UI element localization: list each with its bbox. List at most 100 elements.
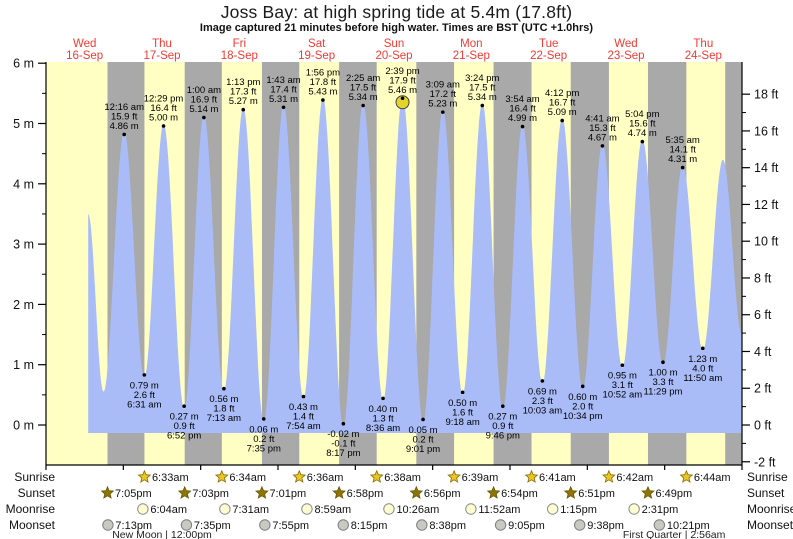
tide-low-m: -0.02 m	[327, 429, 359, 440]
y-axis-left-label: 5 m	[13, 117, 34, 131]
tide-high-time: 5:04 pm	[625, 109, 659, 120]
moonset-icon	[416, 519, 428, 531]
tide-point-dot	[661, 360, 665, 365]
y-axis-right-label: 18 ft	[754, 88, 779, 102]
sunset-time: 6:51pm	[578, 488, 615, 500]
tide-low-time: 10:34 pm	[563, 411, 603, 422]
day-label-dow: Thu	[152, 38, 172, 50]
tide-low-ft: 0.2 ft	[253, 434, 274, 445]
day-label-date: 17-Sep	[143, 50, 180, 62]
sunrise-icon	[602, 469, 616, 483]
tide-low-m: 0.50 m	[448, 398, 477, 409]
moonrise-icon	[546, 503, 559, 515]
tide-point-dot	[341, 421, 346, 426]
tide-low-time: 9:46 pm	[486, 431, 520, 442]
tide-high-ft: 17.5 ft	[350, 82, 377, 93]
sunset-time: 7:01pm	[269, 488, 306, 500]
tide-high-time: 1:00 am	[187, 85, 221, 96]
sunset-time: 7:03pm	[192, 488, 229, 500]
moonset-time: 7:55pm	[272, 520, 309, 532]
tide-low-ft: 2.0 ft	[572, 401, 593, 412]
row-label-sunrise-right: Sunrise	[747, 470, 788, 484]
tide-low-ft: 4.0 ft	[692, 363, 713, 374]
tide-low-m: 0.43 m	[289, 402, 318, 413]
tide-high-m: 5.27 m	[229, 96, 258, 107]
tide-low-m: 0.60 m	[568, 392, 597, 403]
moonset-icon	[494, 519, 507, 531]
tide-point-dot	[301, 394, 306, 399]
tide-low-ft: 1.8 ft	[213, 404, 234, 415]
day-label-dow: Sat	[308, 38, 326, 50]
sunrise-icon	[137, 469, 152, 483]
tide-low-m: 0.56 m	[209, 394, 238, 405]
chart-subtitle: Image captured 21 minutes before high wa…	[199, 22, 594, 34]
axis-line	[45, 62, 743, 466]
tide-low-ft: 1.4 ft	[293, 412, 314, 423]
moonset-icon	[337, 519, 349, 531]
tide-high-time: 1:56 pm	[306, 68, 340, 79]
tide-point-dot	[441, 110, 445, 114]
y-axis-left-label: 2 m	[13, 298, 34, 312]
tide-high-ft: 15.3 ft	[589, 123, 616, 134]
moon-phase-label: First Quarter | 2:56am	[623, 529, 726, 539]
y-axis-left-label: 3 m	[13, 238, 34, 252]
tide-area	[88, 95, 742, 434]
tide-high-time: 3:54 am	[505, 94, 539, 105]
tide-point-dot	[600, 144, 605, 148]
moonset-icon	[653, 519, 666, 531]
y-axis-left-label: 1 m	[13, 358, 34, 372]
tide-high-ft: 17.9 ft	[389, 75, 416, 86]
tide-high-ft: 17.3 ft	[230, 87, 257, 98]
moonrise-time: 10:26am	[396, 504, 439, 516]
sunrise-time: 6:34am	[229, 472, 266, 484]
sunrise-icon	[524, 469, 539, 483]
sunrise-icon	[679, 469, 694, 483]
tide-point-dot	[381, 396, 385, 401]
tide-low-m: 0.06 m	[249, 424, 278, 435]
tide-low-ft: 3.3 ft	[652, 377, 673, 388]
tide-low-ft: -0.1 ft	[331, 439, 356, 450]
moonrise-icon	[465, 503, 477, 515]
sunrise-time: 6:42am	[616, 472, 653, 484]
row-label-moonset-left: Moonset	[9, 518, 56, 532]
tide-point-dot	[182, 404, 186, 409]
day-label-dow: Thu	[693, 38, 713, 50]
row-label-moonset-right: Moonset	[747, 518, 793, 532]
moonrise-icon	[628, 503, 640, 515]
tide-point-dot	[620, 363, 625, 368]
sunrise-time: 6:39am	[462, 472, 499, 484]
tide-low-time: 9:18 am	[445, 417, 479, 428]
tide-high-time: 4:41 am	[585, 113, 619, 124]
tide-high-time: 12:29 pm	[144, 94, 184, 105]
tide-low-time: 6:52 pm	[167, 431, 201, 442]
tide-high-ft: 17.8 ft	[310, 77, 337, 88]
tide-point-dot	[520, 124, 525, 129]
tide-high-m: 4.86 m	[110, 121, 139, 132]
day-label-dow: Wed	[614, 38, 637, 50]
tide-high-ft: 14.1 ft	[669, 145, 696, 156]
y-axis-left-label: 0 m	[13, 419, 34, 433]
tide-low-m: 1.23 m	[688, 354, 717, 365]
tide-high-m: 4.31 m	[668, 154, 697, 165]
day-label-date: 20-Sep	[375, 50, 412, 62]
y-axis-left-label: 4 m	[13, 177, 34, 191]
moonrise-time: 1:15pm	[560, 504, 597, 516]
tide-high-m: 5.34 m	[349, 92, 378, 103]
tide-high-m: 4.67 m	[588, 132, 617, 143]
tide-point-dot	[142, 373, 147, 377]
day-label-dow: Fri	[233, 38, 246, 50]
tide-high-ft: 15.9 ft	[111, 111, 138, 122]
sunrise-icon	[447, 469, 461, 483]
tide-high-time: 4:12 pm	[545, 88, 579, 99]
tide-high-time: 5:35 am	[665, 135, 699, 146]
tide-high-m: 5.23 m	[428, 99, 457, 110]
moonset-time: 8:38pm	[429, 520, 466, 532]
day-label-dow: Sun	[384, 38, 404, 50]
tide-low-time: 7:13 am	[207, 413, 241, 424]
tide-point-dot	[540, 379, 545, 383]
sunset-time: 6:54pm	[501, 488, 538, 500]
day-label-dow: Tue	[539, 38, 558, 50]
sunset-time: 6:58pm	[347, 488, 384, 500]
tide-point-dot	[460, 390, 465, 395]
